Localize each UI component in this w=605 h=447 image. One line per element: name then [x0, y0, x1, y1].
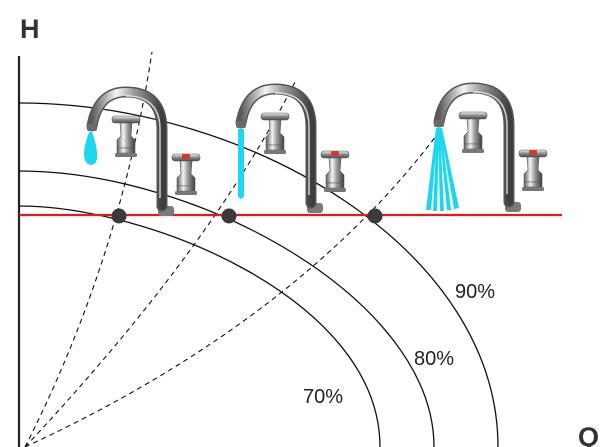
pump-curves [18, 102, 499, 447]
y-axis-label: H [20, 14, 40, 44]
curve-label-80: 80% [414, 348, 454, 370]
efficiency-labels: 90% 80% 70% [303, 281, 495, 408]
system-curve-steep [24, 51, 153, 447]
faucet-full-spray [426, 88, 547, 212]
water-spray [426, 128, 459, 211]
operating-point-2 [221, 208, 237, 224]
curve-label-70: 70% [303, 386, 343, 408]
operating-point-3 [367, 208, 383, 224]
axes: H Q [17, 14, 599, 447]
pump-curve-90 [18, 102, 499, 447]
system-curves [24, 51, 443, 447]
pump-curve-70 [18, 205, 381, 447]
faucet-thin-stream [236, 89, 349, 213]
pump-curve-80 [18, 170, 435, 447]
operating-points [111, 208, 383, 224]
water-drop [84, 132, 98, 165]
water-stream [238, 129, 244, 199]
system-curve-flat [24, 127, 443, 447]
x-axis-label: Q [578, 422, 599, 447]
faucet-drip [84, 92, 200, 216]
curve-label-90: 90% [455, 281, 495, 303]
operating-point-1 [111, 208, 127, 224]
